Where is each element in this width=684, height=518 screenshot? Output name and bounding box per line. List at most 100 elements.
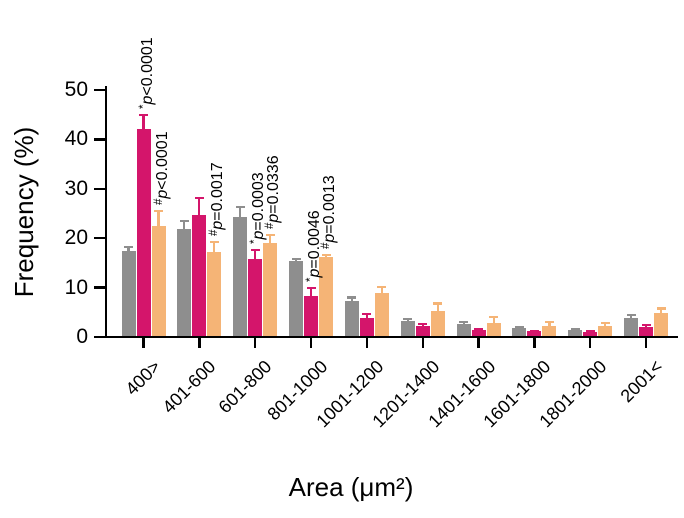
bar-magenta-7: [527, 331, 542, 336]
bar-magenta-1: [192, 214, 207, 336]
bar-gray-2: [233, 216, 248, 336]
error-bar-stem-orange-2: [269, 233, 272, 244]
error-bar-cap-magenta-4: [362, 313, 372, 316]
p-variable: p: [153, 189, 171, 199]
bar-gray-6: [456, 324, 471, 336]
error-bar-stem-orange-7: [548, 320, 551, 327]
error-bar-cap-gray-2: [235, 206, 245, 209]
error-bar-stem-orange-4: [380, 286, 383, 293]
x-tick: [365, 338, 369, 348]
error-bar-cap-gray-9: [626, 314, 636, 317]
p-value: <0.0001: [138, 37, 156, 96]
error-bar-cap-magenta-5: [418, 322, 428, 325]
bar-gray-3: [289, 260, 304, 336]
p-value: =0.0013: [321, 174, 339, 234]
bar-orange-6: [486, 323, 501, 336]
y-tick: [94, 138, 107, 141]
error-bar-stem-orange-1: [213, 240, 216, 253]
error-bar-cap-gray-0: [124, 246, 133, 249]
bar-gray-5: [400, 320, 415, 336]
x-tick: [533, 338, 536, 348]
significance-symbol: #: [264, 222, 277, 229]
error-bar-stem-magenta-4: [365, 313, 368, 318]
bar-magenta-4: [359, 317, 374, 336]
bar-gray-0: [121, 251, 136, 336]
error-bar-cap-gray-3: [291, 257, 301, 261]
error-bar-stem-magenta-1: [198, 197, 201, 215]
error-bar-stem-orange-6: [492, 315, 495, 324]
significance-symbol: *: [305, 277, 318, 283]
pvalue-annotation-1: #p<0.0001: [151, 131, 171, 205]
error-bar-cap-orange-5: [433, 302, 443, 305]
error-bar-cap-gray-8: [570, 328, 580, 331]
error-bar-stem-orange-9: [660, 307, 663, 314]
error-bar-cap-gray-4: [347, 296, 357, 299]
x-tick: [254, 338, 257, 348]
bar-magenta-6: [471, 330, 486, 336]
bar-gray-9: [624, 317, 639, 336]
error-bar-stem-gray-1: [183, 219, 186, 229]
error-bar-cap-orange-0: [154, 209, 163, 212]
x-tick: [421, 338, 424, 348]
bar-orange-5: [430, 310, 445, 336]
bar-orange-0: [151, 225, 166, 336]
y-tick-label: 10: [64, 275, 88, 299]
p-variable: p: [265, 213, 283, 223]
error-bar-cap-gray-6: [459, 321, 469, 324]
bar-orange-3: [319, 257, 334, 336]
p-variable: p: [306, 268, 324, 278]
bar-orange-2: [263, 243, 278, 336]
error-bar-stem-magenta-0: [142, 113, 145, 129]
bar-magenta-3: [304, 296, 319, 336]
bar-magenta-5: [415, 326, 430, 336]
bar-orange-1: [207, 252, 222, 336]
error-bar-cap-magenta-3: [306, 287, 316, 290]
error-bar-cap-magenta-1: [194, 197, 204, 200]
bar-magenta-2: [248, 258, 263, 336]
y-axis-title: Frequency (%): [9, 126, 39, 298]
y-axis: [105, 86, 108, 338]
x-axis-title: Area (μm²): [288, 472, 414, 502]
bar-orange-4: [374, 293, 389, 336]
error-bar-cap-gray-1: [179, 219, 189, 223]
p-value: <0.0001: [153, 130, 171, 190]
bar-orange-9: [654, 313, 669, 336]
error-bar-cap-magenta-7: [529, 329, 539, 332]
significance-symbol: #: [320, 242, 333, 249]
y-tick-label: 40: [64, 127, 88, 151]
error-bar-stem-gray-0: [127, 246, 130, 252]
pvalue-annotation-6: #p=0.0013: [318, 175, 338, 249]
error-bar-stem-magenta-2: [254, 249, 257, 259]
error-bar-cap-orange-2: [265, 233, 275, 236]
x-tick-label: 401-600: [158, 356, 220, 418]
x-axis: [94, 336, 678, 339]
p-variable: p: [321, 233, 339, 243]
y-tick-label: 0: [76, 325, 88, 348]
error-bar-cap-magenta-8: [585, 329, 595, 332]
y-tick-label: 20: [64, 226, 88, 250]
bar-gray-8: [568, 329, 583, 336]
x-tick: [477, 338, 480, 348]
p-variable: p: [250, 230, 268, 240]
error-bar-stem-gray-2: [239, 206, 242, 217]
pvalue-annotation-4: #p=0.0336: [262, 155, 282, 229]
error-bar-cap-orange-4: [377, 286, 387, 289]
error-bar-cap-magenta-9: [641, 324, 651, 327]
error-bar-cap-orange-6: [489, 315, 499, 318]
error-bar-cap-gray-7: [514, 326, 524, 329]
error-bar-cap-orange-3: [321, 253, 331, 256]
error-bar-cap-magenta-6: [474, 328, 484, 331]
bar-gray-1: [177, 228, 192, 336]
y-tick-label: 50: [64, 78, 88, 101]
error-bar-cap-magenta-2: [250, 249, 260, 252]
error-bar-cap-orange-7: [544, 320, 554, 323]
x-tick-label: 2001<: [616, 356, 667, 407]
x-tick: [198, 338, 201, 348]
pvalue-annotation-2: #p=0.0017: [206, 162, 226, 236]
error-bar-stem-orange-5: [436, 302, 439, 311]
error-bar-stem-orange-8: [604, 321, 607, 327]
y-tick: [94, 187, 107, 190]
y-tick: [94, 335, 107, 339]
